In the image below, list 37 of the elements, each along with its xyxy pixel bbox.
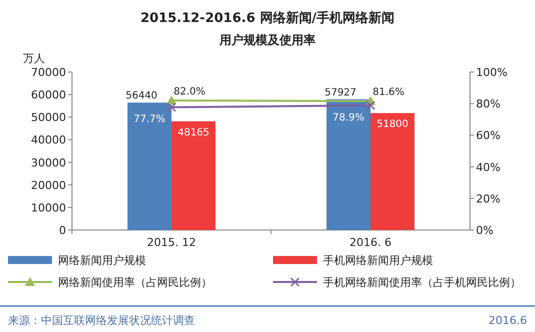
data-label: 77.7% [134, 114, 166, 126]
y-tick-label: 30000 [31, 156, 66, 170]
bar [370, 113, 414, 230]
legend-label: 网络新闻使用率（占网民比例） [58, 276, 212, 289]
bar [128, 102, 172, 230]
y2-tick-label: 40% [476, 160, 500, 174]
y-tick-label: 20000 [31, 178, 66, 192]
data-label: 82.0% [174, 86, 206, 98]
bar [326, 99, 370, 230]
data-label: 78.9% [332, 112, 364, 124]
y2-tick-label: 0% [476, 224, 494, 237]
data-label: 51800 [376, 119, 408, 130]
chart-subtitle: 用户规模及使用率 [218, 33, 316, 47]
x-tick-label: 2015. 12 [147, 236, 196, 249]
y2-tick-label: 80% [476, 98, 500, 111]
y-tick-label: 40000 [31, 134, 66, 147]
y-tick-label: 60000 [31, 88, 66, 102]
x-tick-label: 2016. 6 [350, 236, 392, 249]
chart-title: 2015.12-2016.6 网络新闻/手机网络新闻 [140, 10, 395, 26]
y2-tick-label: 100% [476, 66, 508, 79]
data-label: 57927 [324, 87, 356, 98]
y2-tick-label: 60% [476, 129, 500, 142]
text: 2016.6 [488, 314, 527, 327]
data-label: 48165 [178, 127, 210, 138]
y-tick-label: 10000 [31, 201, 66, 214]
source-note: 来源：中国互联网络发展状况统计调查 [8, 314, 195, 327]
data-label: 56440 [126, 90, 158, 102]
legend-label: 手机网络新闻使用率（占手机网民比例） [323, 276, 521, 289]
legend-label: 手机网络新闻用户规模 [323, 254, 433, 267]
y-tick-label: 70000 [31, 66, 66, 79]
bar [172, 121, 216, 230]
y-tick-label: 50000 [31, 111, 66, 124]
y-axis-title: 万人 [23, 52, 45, 65]
data-label: 81.6% [372, 87, 404, 98]
legend-label: 网络新闻用户规模 [58, 254, 146, 267]
y2-tick-label: 20% [476, 192, 500, 206]
y-tick-label: 0 [59, 224, 66, 237]
